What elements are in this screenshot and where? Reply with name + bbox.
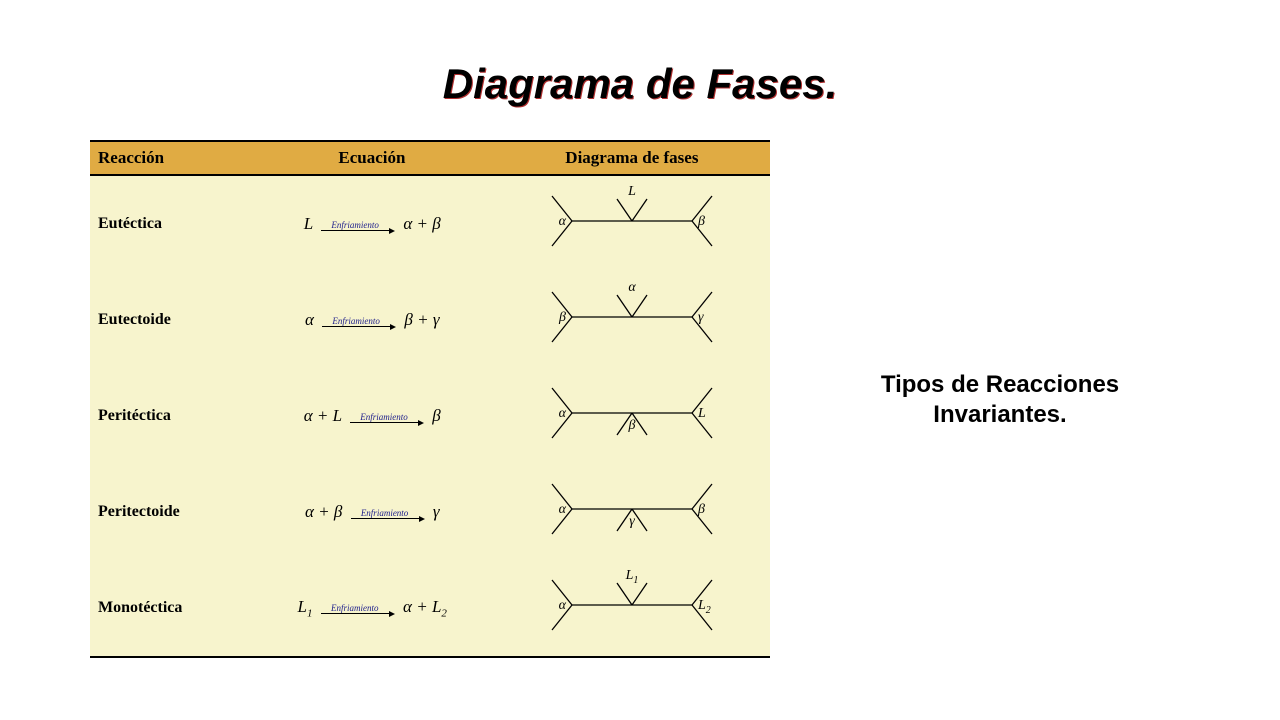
svg-text:L: L bbox=[697, 406, 706, 421]
svg-text:γ: γ bbox=[629, 514, 635, 529]
equation-lhs: L1 bbox=[298, 597, 313, 616]
reaction-equation: L1 Enfriamiento α + L2 bbox=[251, 597, 493, 619]
table-header-row: Reacción Ecuación Diagrama de fases bbox=[90, 142, 770, 176]
reaction-diagram: α L2 L1 bbox=[493, 560, 770, 656]
reaction-equation: L Enfriamiento α + β bbox=[251, 214, 493, 234]
col-header-diagram: Diagrama de fases bbox=[494, 142, 770, 174]
reaction-name: Peritectoide bbox=[90, 503, 251, 521]
arrow-icon: Enfriamiento bbox=[321, 218, 395, 232]
arrow-label: Enfriamiento bbox=[350, 412, 418, 422]
svg-text:β: β bbox=[627, 418, 635, 433]
svg-text:α: α bbox=[558, 502, 566, 517]
equation-rhs: γ bbox=[433, 502, 440, 521]
reaction-name: Eutectoide bbox=[90, 311, 251, 329]
reaction-diagram: α β L bbox=[493, 176, 770, 272]
reaction-equation: α + β Enfriamiento γ bbox=[251, 502, 493, 522]
reaction-equation: α Enfriamiento β + γ bbox=[251, 310, 493, 330]
svg-text:α: α bbox=[558, 214, 566, 229]
reaction-name: Monotéctica bbox=[90, 599, 251, 617]
reaction-name: Peritéctica bbox=[90, 407, 251, 425]
table-row: Monotéctica L1 Enfriamiento α + L2 α L2 … bbox=[90, 560, 770, 656]
equation-lhs: α + L bbox=[304, 406, 342, 425]
arrow-icon: Enfriamiento bbox=[321, 601, 395, 615]
table-row: Eutéctica L Enfriamiento α + β α β L bbox=[90, 176, 770, 272]
svg-text:γ: γ bbox=[698, 310, 704, 325]
equation-rhs: α + L2 bbox=[403, 597, 447, 616]
svg-text:β: β bbox=[697, 502, 705, 517]
col-header-equation: Ecuación bbox=[250, 142, 494, 174]
svg-text:β: β bbox=[558, 310, 566, 325]
svg-text:α: α bbox=[628, 280, 636, 295]
reaction-diagram: β γ α bbox=[493, 272, 770, 368]
equation-rhs: α + β bbox=[403, 214, 440, 233]
svg-text:L1: L1 bbox=[624, 568, 638, 586]
subtitle-line1: Tipos de Reacciones bbox=[881, 371, 1119, 398]
reaction-diagram: α β γ bbox=[493, 464, 770, 560]
subtitle-line2: Invariantes. bbox=[933, 401, 1066, 428]
reaction-diagram: α L β bbox=[493, 368, 770, 464]
arrow-icon: Enfriamiento bbox=[350, 410, 424, 424]
equation-lhs: α bbox=[305, 310, 314, 329]
arrow-icon: Enfriamiento bbox=[322, 314, 396, 328]
svg-text:L: L bbox=[627, 184, 636, 199]
svg-text:α: α bbox=[558, 406, 566, 421]
equation-rhs: β + γ bbox=[404, 310, 439, 329]
reaction-name: Eutéctica bbox=[90, 215, 251, 233]
table-row: Peritéctica α + L Enfriamiento β α L β bbox=[90, 368, 770, 464]
equation-rhs: β bbox=[432, 406, 440, 425]
page-title: Diagrama de Fases. bbox=[0, 60, 1280, 108]
table-row: Eutectoide α Enfriamiento β + γ β γ α bbox=[90, 272, 770, 368]
table-row: Peritectoide α + β Enfriamiento γ α β γ bbox=[90, 464, 770, 560]
arrow-label: Enfriamiento bbox=[321, 603, 389, 613]
phase-diagram-icon: α L β bbox=[532, 368, 732, 458]
svg-text:β: β bbox=[697, 214, 705, 229]
reaction-equation: α + L Enfriamiento β bbox=[251, 406, 493, 426]
equation-lhs: L bbox=[304, 214, 313, 233]
arrow-label: Enfriamiento bbox=[321, 220, 389, 230]
phase-diagram-icon: α β L bbox=[532, 176, 732, 266]
phase-diagram-icon: β γ α bbox=[532, 272, 732, 362]
phase-diagram-icon: α L2 L1 bbox=[532, 560, 732, 650]
equation-lhs: α + β bbox=[305, 502, 342, 521]
subtitle: Tipos de Reacciones Invariantes. bbox=[860, 370, 1140, 430]
svg-text:α: α bbox=[558, 598, 566, 613]
arrow-icon: Enfriamiento bbox=[351, 506, 425, 520]
arrow-label: Enfriamiento bbox=[322, 316, 390, 326]
col-header-reaction: Reacción bbox=[90, 142, 250, 174]
reactions-table: Reacción Ecuación Diagrama de fases Euté… bbox=[90, 140, 770, 658]
phase-diagram-icon: α β γ bbox=[532, 464, 732, 554]
arrow-label: Enfriamiento bbox=[351, 508, 419, 518]
